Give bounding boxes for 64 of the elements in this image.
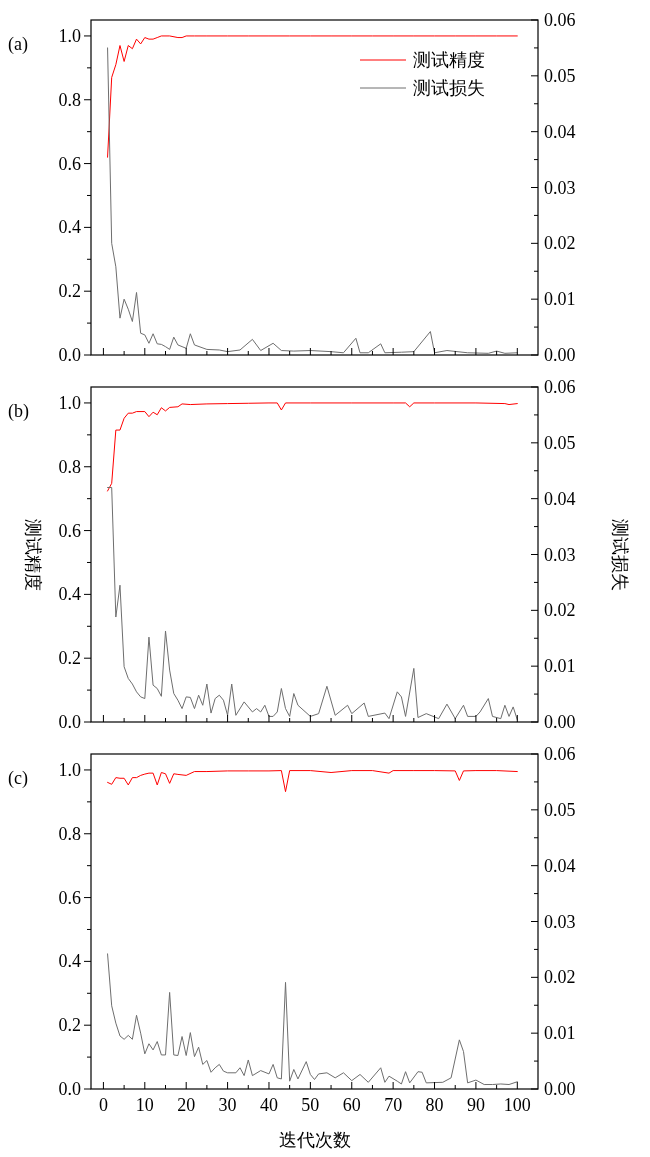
y-tick-label: 0.0 xyxy=(58,345,81,365)
x-tick-label: 90 xyxy=(466,1095,485,1115)
line-series xyxy=(107,47,518,354)
y2-tick-label: 0.05 xyxy=(544,65,576,86)
y-tick-label: 1.0 xyxy=(58,25,81,46)
y2-tick-label: 0.04 xyxy=(544,121,576,142)
y2-tick-label: 0.02 xyxy=(544,600,576,621)
y-tick-label: 0.2 xyxy=(58,1015,81,1036)
line-series xyxy=(107,953,518,1086)
y2-tick-label: 0.03 xyxy=(544,911,576,932)
text: (c) xyxy=(8,768,28,789)
y2-tick-label: 0.04 xyxy=(544,488,576,509)
y-tick-label: 0.4 xyxy=(58,584,81,605)
y2-tick-label: 0.03 xyxy=(544,177,576,198)
y2-tick-label: 0.02 xyxy=(544,233,576,254)
y2-tick-label: 0.00 xyxy=(544,712,576,732)
y-tick-label: 0.8 xyxy=(58,456,81,477)
y-tick-label: 0.2 xyxy=(58,648,81,669)
y-tick-label: 0.6 xyxy=(58,153,81,174)
legend-label: 测试损失 xyxy=(413,78,485,98)
y2-tick-label: 0.03 xyxy=(544,544,576,565)
y-tick-label: 1.0 xyxy=(58,392,81,413)
y2-tick-label: 0.04 xyxy=(544,855,576,876)
y2-axis-title: 测试损失 xyxy=(610,518,630,591)
y2-tick-label: 0.05 xyxy=(544,799,576,820)
line-series xyxy=(107,35,518,158)
y2-tick-label: 0.06 xyxy=(544,10,576,30)
x-tick-label: 30 xyxy=(218,1095,237,1115)
text: (b) xyxy=(8,401,29,422)
y-tick-label: 1.0 xyxy=(58,759,81,780)
y2-tick-label: 0.02 xyxy=(544,967,576,988)
y2-tick-label: 0.06 xyxy=(544,744,576,764)
y-tick-label: 0.2 xyxy=(58,281,81,302)
y2-tick-label: 0.00 xyxy=(544,345,576,365)
y-tick-label: 0.6 xyxy=(58,887,81,908)
y-axis-title: 测试精度 xyxy=(23,518,43,591)
x-tick-label: 70 xyxy=(384,1095,403,1115)
y-tick-label: 0.4 xyxy=(58,951,81,972)
y-tick-label: 0.0 xyxy=(58,712,81,732)
y-tick-label: 0.6 xyxy=(58,520,81,541)
y2-tick-label: 0.05 xyxy=(544,432,576,453)
y-tick-label: 0.4 xyxy=(58,217,81,238)
x-tick-label: 60 xyxy=(342,1095,361,1115)
x-tick-label: 10 xyxy=(135,1095,154,1115)
y2-tick-label: 0.01 xyxy=(544,289,576,310)
y2-tick-label: 0.01 xyxy=(544,1023,576,1044)
y-tick-label: 0.0 xyxy=(58,1079,81,1099)
legend-label: 测试精度 xyxy=(413,50,485,70)
y2-tick-label: 0.00 xyxy=(544,1079,576,1099)
x-tick-label: 40 xyxy=(259,1095,278,1115)
x-tick-label: 20 xyxy=(177,1095,196,1115)
y2-tick-label: 0.01 xyxy=(544,656,576,677)
x-axis-title: 迭代次数 xyxy=(278,1130,351,1150)
line-series xyxy=(107,770,518,793)
x-tick-label: 100 xyxy=(503,1095,531,1115)
x-tick-label: 50 xyxy=(301,1095,320,1115)
x-tick-label: 80 xyxy=(425,1095,444,1115)
y-tick-label: 0.8 xyxy=(58,823,81,844)
y-tick-label: 0.8 xyxy=(58,89,81,110)
text: (a) xyxy=(8,34,28,55)
line-series xyxy=(107,487,518,721)
x-tick-label: 0 xyxy=(98,1095,108,1115)
y2-tick-label: 0.06 xyxy=(544,377,576,397)
line-series xyxy=(107,402,518,492)
